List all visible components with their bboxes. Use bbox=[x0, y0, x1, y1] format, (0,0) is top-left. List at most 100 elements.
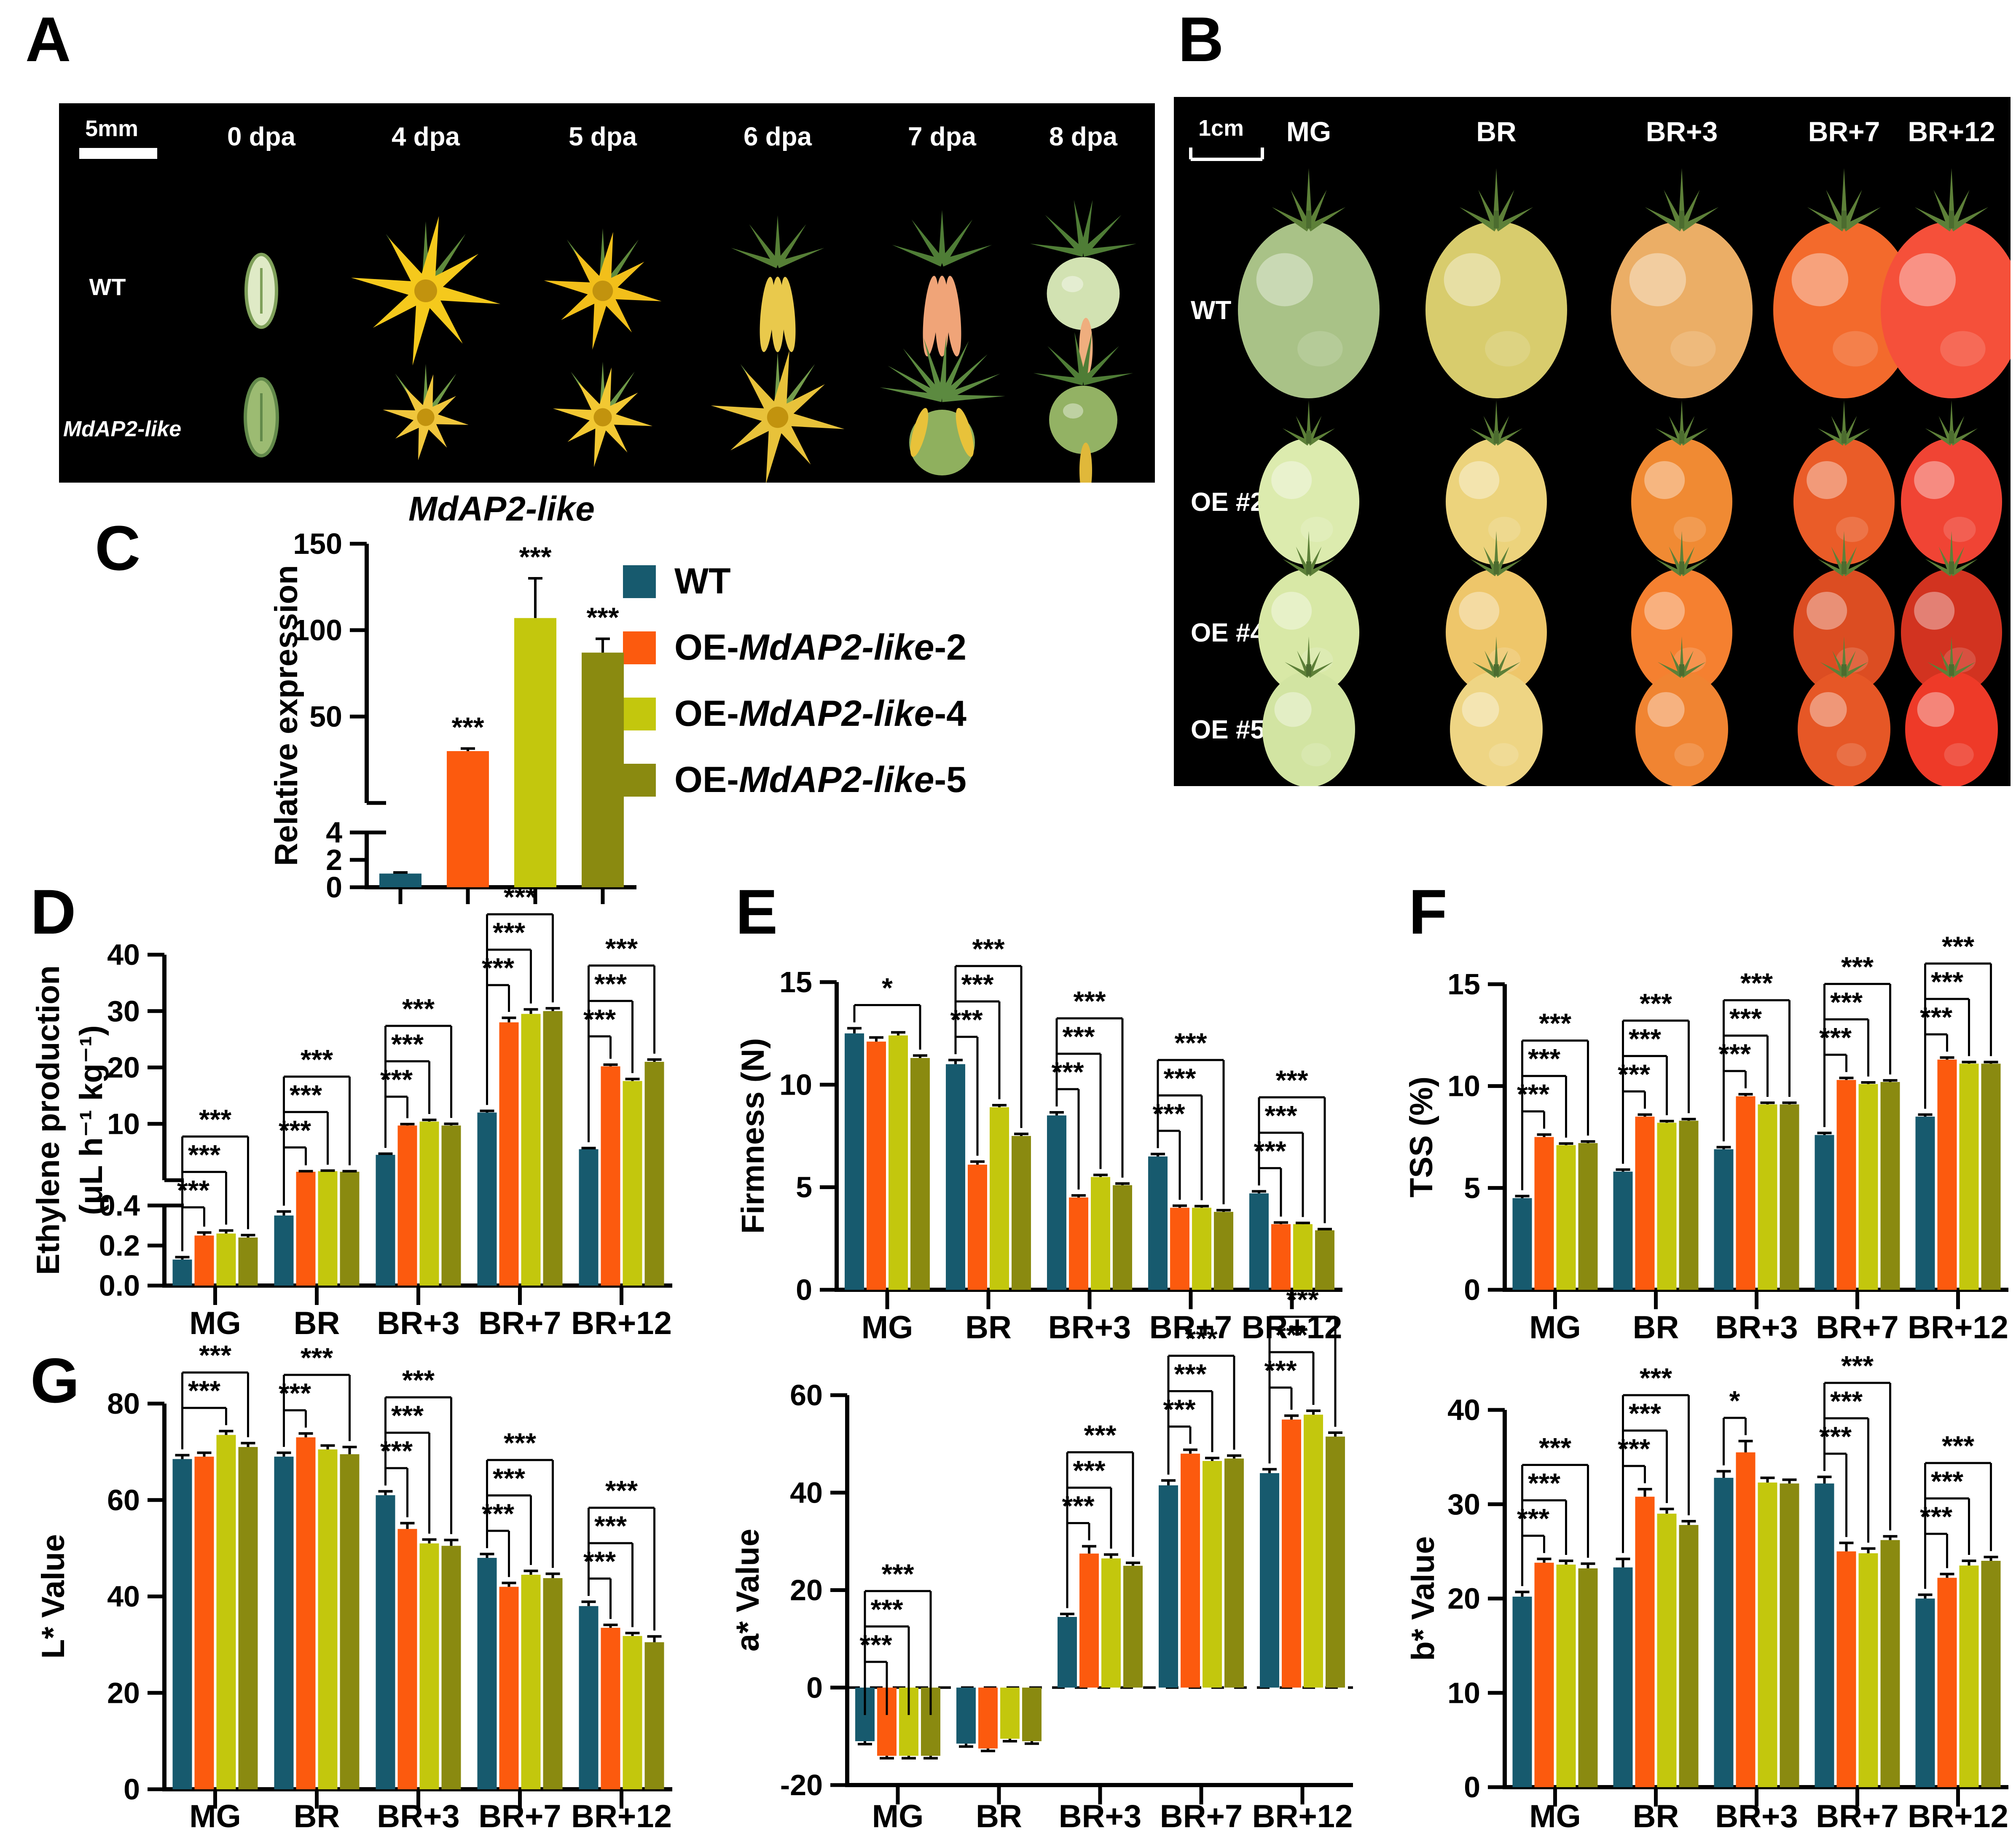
flower-WT-7 dpa bbox=[892, 210, 992, 357]
sepal-spike bbox=[1817, 559, 1845, 577]
bar-Gb-BR+12-OE-MdAP2-like-5 bbox=[1981, 1561, 2001, 1787]
x-category-label: BR+3 bbox=[1048, 1310, 1131, 1345]
significance-stars: *** bbox=[1942, 1430, 1974, 1461]
y-tick-label: 100 bbox=[293, 614, 342, 647]
sepal-spike bbox=[1033, 373, 1084, 386]
bar-C-grp-WT bbox=[379, 873, 421, 887]
bar-F-BR+12-OE-MdAP2-like-2 bbox=[1937, 1059, 1957, 1290]
bar-D-BR-WT bbox=[274, 1215, 294, 1286]
chart-D: 0.0 0.2 0.4 10 20 30 40 MG *** *** *** BR *** *** *** B… bbox=[30, 881, 672, 1341]
sepal-spike bbox=[1284, 662, 1310, 678]
sepal-spike bbox=[1925, 428, 1953, 446]
sepal-spike bbox=[1842, 207, 1881, 232]
x-category-label: BR bbox=[965, 1310, 1012, 1345]
bar-GL-BR+3-OE-MdAP2-like-2 bbox=[397, 1529, 417, 1789]
significance-stars: *** bbox=[504, 1427, 536, 1458]
bar-E-BR+7-OE-MdAP2-like-5 bbox=[1214, 1212, 1233, 1290]
x-category-label: BR+7 bbox=[478, 1305, 561, 1341]
bar-Ga-BR-OE-MdAP2-like-2 bbox=[978, 1687, 998, 1749]
tomato-OE #2-MG bbox=[1258, 400, 1359, 565]
sepal-spike bbox=[940, 244, 992, 267]
x-category-label: BR+12 bbox=[571, 1305, 672, 1341]
y-tick-label: 2 bbox=[326, 843, 342, 876]
x-category-label: BR+12 bbox=[1908, 1310, 2008, 1345]
sepal-spike bbox=[1079, 332, 1092, 383]
row-label-mdap2-like: MdAP2-like bbox=[63, 417, 181, 441]
sepal-spike bbox=[1459, 207, 1498, 232]
bar-E-BR+3-OE-MdAP2-like-4 bbox=[1091, 1177, 1110, 1290]
legend-swatch bbox=[623, 631, 656, 664]
x-category-label: BR+3 bbox=[377, 1305, 459, 1341]
tomato-OE #4-BR+7 bbox=[1793, 531, 1895, 695]
bar-Ga-BR+12-OE-MdAP2-like-5 bbox=[1326, 1436, 1345, 1688]
sepal-spike bbox=[1470, 559, 1498, 577]
bar-GL-BR+7-OE-MdAP2-like-5 bbox=[543, 1578, 563, 1789]
bar-GL-BR+12-OE-MdAP2-like-2 bbox=[601, 1627, 620, 1789]
significance-stars: *** bbox=[402, 1364, 435, 1396]
bar-F-BR+3-OE-MdAP2-like-5 bbox=[1780, 1104, 1799, 1290]
significance-stars: *** bbox=[493, 1463, 525, 1494]
sepal-spike bbox=[419, 374, 433, 419]
y-tick-label: 40 bbox=[107, 938, 140, 971]
x-category-label: MG bbox=[1529, 1310, 1581, 1345]
sepal-spike bbox=[940, 373, 1001, 402]
bar-Gb-BR+7-OE-MdAP2-like-2 bbox=[1836, 1551, 1856, 1787]
bar-GL-MG-WT bbox=[172, 1459, 192, 1789]
significance-stars: *** bbox=[1729, 1003, 1762, 1034]
flower-WT-6 dpa bbox=[731, 215, 824, 352]
bar-E-BR-WT bbox=[946, 1064, 965, 1290]
bar-E-BR+3-OE-MdAP2-like-2 bbox=[1069, 1197, 1088, 1290]
chart-title: MdAP2-like bbox=[408, 490, 595, 528]
y-tick-label: 10 bbox=[1447, 1676, 1480, 1709]
bar-GL-BR+3-OE-MdAP2-like-4 bbox=[419, 1543, 439, 1789]
bar-D-MG-OE-MdAP2-like-4 bbox=[216, 1233, 236, 1286]
significance-stars: * bbox=[1729, 1385, 1740, 1416]
stage-column-label: BR+7 bbox=[1808, 116, 1880, 147]
bar-GL-BR-OE-MdAP2-like-5 bbox=[340, 1454, 360, 1789]
panel-a-canvas: 5mm 0 dpa 4 dpa 5 dpa 6 dpa 7 dpa 8 dpa WT MdAP2… bbox=[63, 116, 1137, 483]
bar-GL-BR+12-OE-MdAP2-like-4 bbox=[623, 1636, 642, 1789]
y-tick-label: 15 bbox=[779, 966, 812, 999]
significance-stars: *** bbox=[1931, 966, 1963, 997]
panel-b-photo: 1cm MG BR BR+3 BR+7 BR+12 WT OE #2 OE #4 OE #5 bbox=[1174, 97, 2011, 786]
bar-Gb-BR+3-OE-MdAP2-like-2 bbox=[1736, 1452, 1756, 1787]
bar-E-MG-OE-MdAP2-like-5 bbox=[910, 1058, 930, 1290]
x-category-label: BR bbox=[976, 1799, 1022, 1834]
y-tick-label: 0 bbox=[806, 1671, 823, 1704]
sepal-spike bbox=[1282, 559, 1310, 577]
significance-stars: *** bbox=[301, 1342, 333, 1373]
sepal-spike bbox=[1645, 207, 1684, 232]
tomato-OE #5-BR+7 bbox=[1798, 636, 1890, 786]
bar-Gb-BR-OE-MdAP2-like-5 bbox=[1679, 1525, 1699, 1787]
tomato-WT-BR+12 bbox=[1881, 168, 2011, 398]
sepal-spike bbox=[888, 365, 944, 402]
y-tick-label: 0 bbox=[1464, 1273, 1480, 1306]
y-tick-label: 5 bbox=[796, 1171, 812, 1204]
bar-D-BR+3-OE-MdAP2-like-2 bbox=[397, 1125, 417, 1286]
bar-Ga-BR-OE-MdAP2-like-5 bbox=[1022, 1687, 1042, 1741]
bar-E-BR+12-OE-MdAP2-like-2 bbox=[1271, 1224, 1291, 1290]
y-tick-label: 20 bbox=[790, 1574, 823, 1607]
y-tick-label: 20 bbox=[1447, 1582, 1480, 1615]
bar-D-BR+3-OE-MdAP2-like-4 bbox=[419, 1121, 439, 1286]
sepal-spike bbox=[1680, 428, 1708, 446]
x-category-label: BR+12 bbox=[1252, 1799, 1353, 1834]
bar-E-BR+3-WT bbox=[1047, 1115, 1066, 1290]
bar-F-BR+7-WT bbox=[1815, 1135, 1834, 1290]
flower-MdAP2-like-6 dpa bbox=[711, 350, 845, 483]
flower-MdAP2-like-5 dpa bbox=[553, 362, 653, 467]
bar-Gb-MG-OE-MdAP2-like-4 bbox=[1556, 1564, 1576, 1787]
y-tick-label: 0 bbox=[1464, 1771, 1480, 1804]
x-category-label: BR bbox=[294, 1799, 340, 1834]
bar-E-BR+7-OE-MdAP2-like-2 bbox=[1170, 1208, 1189, 1290]
flower-MdAP2-like-4 dpa bbox=[383, 364, 469, 460]
dpa-column-label: 6 dpa bbox=[744, 122, 812, 151]
tomato-OE #5-MG bbox=[1262, 636, 1355, 786]
significance-stars: *** bbox=[1528, 1468, 1560, 1499]
bar-D-BR+3-OE-MdAP2-like-5 bbox=[441, 1125, 461, 1286]
bar-F-BR+3-OE-MdAP2-like-2 bbox=[1736, 1096, 1756, 1290]
significance-stars: *** bbox=[451, 711, 484, 743]
legend-item-oe-mdap2-like-2: OE-MdAP2-like-2 bbox=[623, 627, 966, 668]
bar-Gb-BR+3-OE-MdAP2-like-5 bbox=[1780, 1483, 1799, 1787]
tomato-OE #5-BR+12 bbox=[1905, 636, 1998, 786]
